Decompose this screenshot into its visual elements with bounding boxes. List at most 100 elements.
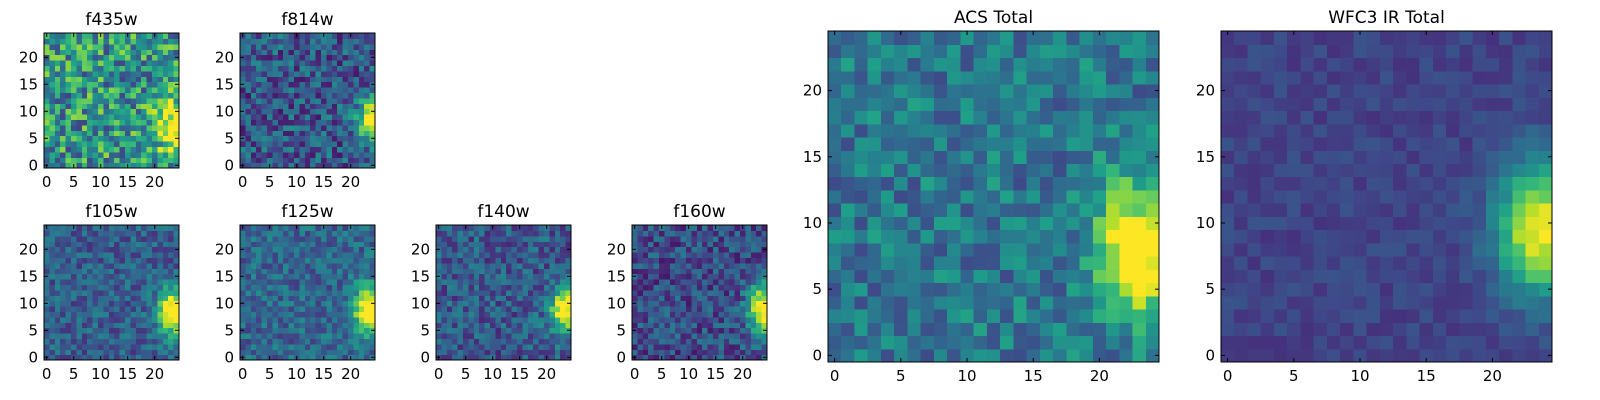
heatmap-cell xyxy=(98,327,104,334)
heatmap-cell xyxy=(168,76,175,83)
heatmap-cell xyxy=(756,354,763,361)
heatmap-cell xyxy=(331,65,338,72)
heatmap-cell xyxy=(463,246,469,253)
heatmap-cell xyxy=(337,262,344,269)
heatmap-cell xyxy=(457,306,464,312)
heatmap-cell xyxy=(157,157,164,164)
heatmap-cell xyxy=(125,322,131,329)
heatmap-cell xyxy=(283,284,290,291)
heatmap-cell xyxy=(87,151,94,158)
heatmap-cell xyxy=(867,335,882,350)
x-tick-label: 15 xyxy=(118,365,137,383)
heatmap-cell xyxy=(549,246,556,253)
heatmap-cell xyxy=(54,162,61,169)
heatmap-cell xyxy=(1079,176,1094,191)
heatmap-cell xyxy=(125,54,131,61)
heatmap-cell xyxy=(1066,44,1081,59)
heatmap-cell xyxy=(473,289,480,296)
heatmap-cell xyxy=(310,311,317,318)
heatmap-cell xyxy=(364,119,371,126)
heatmap-cell xyxy=(565,279,572,285)
heatmap-cell xyxy=(511,246,518,253)
heatmap-cell xyxy=(713,316,719,323)
heatmap-cell xyxy=(348,333,354,339)
heatmap-cell xyxy=(331,114,338,120)
x-tick-label: 10 xyxy=(287,173,306,191)
heatmap-cell xyxy=(157,97,164,104)
heatmap-cell xyxy=(933,295,948,310)
heatmap-cell xyxy=(522,300,529,307)
heatmap-cell xyxy=(256,246,263,253)
panel-title: f435w xyxy=(85,10,137,30)
heatmap-cell xyxy=(1260,335,1275,350)
heatmap-cell xyxy=(986,242,1001,257)
heatmap-cell xyxy=(463,273,469,280)
heatmap-cell xyxy=(1525,282,1540,297)
heatmap-cell xyxy=(1132,216,1147,231)
heatmap-cell xyxy=(256,311,263,318)
heatmap-cell xyxy=(71,103,77,110)
heatmap-cell xyxy=(98,87,104,93)
heatmap-cell xyxy=(92,81,99,88)
heatmap-cell xyxy=(669,257,676,264)
heatmap-cell xyxy=(60,322,67,329)
heatmap-cell xyxy=(331,322,338,329)
heatmap-cell xyxy=(1132,242,1147,257)
heatmap-cell xyxy=(358,300,365,307)
heatmap-cell xyxy=(441,252,448,258)
heatmap-cell xyxy=(342,135,349,142)
heatmap-cell xyxy=(125,262,131,269)
heatmap-cell xyxy=(358,151,365,158)
heatmap-cell xyxy=(1013,44,1028,59)
heatmap-cell xyxy=(1092,44,1107,59)
heatmap-cell xyxy=(337,327,344,334)
heatmap-cell xyxy=(250,257,257,264)
heatmap-cell xyxy=(506,235,513,242)
heatmap-cell xyxy=(1106,322,1120,337)
heatmap-cell xyxy=(1000,110,1014,125)
heatmap-cell xyxy=(146,306,153,312)
heatmap-cell xyxy=(44,65,50,72)
heatmap-cell xyxy=(1300,348,1315,363)
heatmap-cell xyxy=(294,349,300,356)
heatmap-cell xyxy=(1119,256,1134,270)
heatmap-cell xyxy=(1300,150,1315,164)
heatmap-cell xyxy=(463,279,469,285)
heatmap-cell xyxy=(457,327,464,334)
heatmap-cell xyxy=(119,146,126,153)
heatmap-cell xyxy=(1092,110,1107,125)
heatmap-cell xyxy=(130,235,137,242)
heatmap-cell xyxy=(76,162,83,169)
heatmap-cell xyxy=(326,257,333,264)
heatmap-cell xyxy=(294,306,300,312)
heatmap-cell xyxy=(245,349,252,356)
heatmap-cell xyxy=(65,257,72,264)
heatmap-cell xyxy=(98,130,104,137)
heatmap-cells xyxy=(44,33,180,169)
heatmap-cell xyxy=(103,92,110,99)
heatmap-cell xyxy=(1287,295,1302,310)
heatmap-cell xyxy=(277,279,284,285)
heatmap-cell xyxy=(1419,163,1434,178)
heatmap-cell xyxy=(1472,256,1487,270)
heatmap-cell xyxy=(315,295,322,302)
heatmap-cell xyxy=(65,343,72,350)
heatmap-cell xyxy=(457,257,464,264)
heatmap-cell xyxy=(65,311,72,318)
heatmap-cell xyxy=(369,141,376,147)
heatmap-cell xyxy=(114,316,121,323)
heatmap-cell xyxy=(686,235,692,242)
heatmap-cell xyxy=(854,335,869,350)
heatmap-cell xyxy=(1459,203,1474,217)
heatmap-cell xyxy=(162,60,169,66)
heatmap-cell xyxy=(92,124,99,131)
heatmap-cell xyxy=(680,246,687,253)
heatmap-cell xyxy=(696,268,703,275)
heatmap-cell xyxy=(702,354,709,361)
heatmap-cell xyxy=(675,343,682,350)
heatmap-cell xyxy=(245,333,252,339)
heatmap-cell xyxy=(517,268,523,275)
heatmap-cell xyxy=(1313,269,1328,284)
heatmap-cell xyxy=(867,295,882,310)
heatmap-cell xyxy=(691,252,698,258)
